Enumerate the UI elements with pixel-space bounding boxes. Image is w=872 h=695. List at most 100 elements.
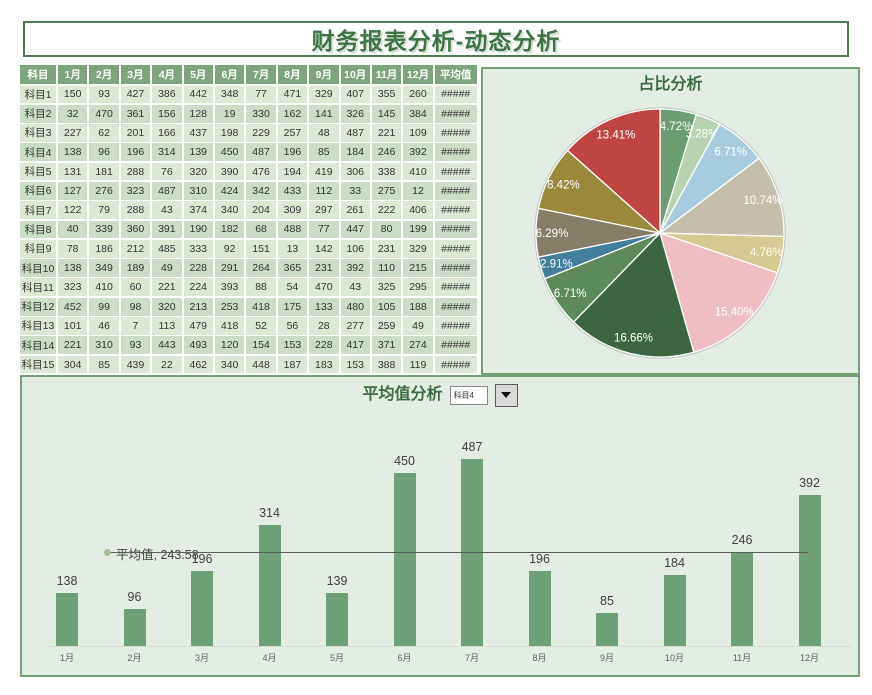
table-cell[interactable]: 88 bbox=[246, 278, 276, 297]
table-cell[interactable]: 340 bbox=[214, 355, 245, 374]
table-cell[interactable]: 77 bbox=[309, 220, 339, 239]
table-cell[interactable]: 105 bbox=[371, 297, 402, 316]
table-cell[interactable]: 447 bbox=[340, 220, 370, 239]
table-cell[interactable]: 424 bbox=[214, 181, 245, 200]
table-cell[interactable]: 139 bbox=[183, 143, 213, 162]
table-cell[interactable]: 323 bbox=[120, 181, 151, 200]
table-cell[interactable]: 43 bbox=[152, 201, 182, 220]
table-cell[interactable]: 392 bbox=[403, 143, 433, 162]
table-cell[interactable]: 418 bbox=[214, 317, 245, 335]
table-cell[interactable]: 325 bbox=[371, 278, 402, 297]
table-cell[interactable]: 329 bbox=[403, 239, 433, 258]
table-cell[interactable]: 433 bbox=[277, 181, 308, 200]
table-cell[interactable]: 480 bbox=[340, 297, 370, 316]
table-cell[interactable]: 204 bbox=[246, 201, 276, 220]
table-cell[interactable]: 141 bbox=[309, 104, 339, 123]
table-cell[interactable]: 388 bbox=[371, 355, 402, 374]
table-cell[interactable]: 43 bbox=[340, 278, 370, 297]
table-cell[interactable]: 189 bbox=[120, 259, 151, 277]
row-label[interactable]: 科目6 bbox=[20, 181, 56, 200]
row-label[interactable]: 科目4 bbox=[20, 143, 56, 162]
table-cell[interactable]: 452 bbox=[58, 297, 88, 316]
column-header[interactable]: 9月 bbox=[309, 65, 339, 84]
table-cell[interactable]: 304 bbox=[58, 355, 88, 374]
table-cell[interactable]: 120 bbox=[214, 336, 245, 355]
table-cell[interactable]: 417 bbox=[340, 336, 370, 355]
table-cell[interactable]: 122 bbox=[58, 201, 88, 220]
table-cell[interactable]: 288 bbox=[120, 162, 151, 181]
table-cell[interactable]: 138 bbox=[58, 143, 88, 162]
table-cell[interactable]: 145 bbox=[371, 104, 402, 123]
column-header[interactable]: 4月 bbox=[152, 65, 182, 84]
table-cell[interactable]: 46 bbox=[89, 317, 119, 335]
table-cell-average[interactable]: ##### bbox=[434, 201, 477, 220]
table-cell[interactable]: 348 bbox=[214, 85, 245, 104]
table-cell[interactable]: 329 bbox=[309, 85, 339, 104]
table-cell[interactable]: 487 bbox=[340, 124, 370, 142]
table-cell[interactable]: 99 bbox=[89, 297, 119, 316]
table-cell[interactable]: 224 bbox=[183, 278, 213, 297]
table-cell[interactable]: 349 bbox=[89, 259, 119, 277]
table-cell-average[interactable]: ##### bbox=[434, 162, 477, 181]
table-cell[interactable]: 392 bbox=[340, 259, 370, 277]
table-cell[interactable]: 85 bbox=[89, 355, 119, 374]
table-cell[interactable]: 365 bbox=[277, 259, 308, 277]
table-cell[interactable]: 340 bbox=[214, 201, 245, 220]
table-cell[interactable]: 418 bbox=[246, 297, 276, 316]
table-cell[interactable]: 439 bbox=[120, 355, 151, 374]
row-label[interactable]: 科目13 bbox=[20, 317, 56, 335]
column-header[interactable]: 12月 bbox=[403, 65, 433, 84]
table-cell[interactable]: 187 bbox=[277, 355, 308, 374]
table-cell[interactable]: 213 bbox=[183, 297, 213, 316]
table-cell-average[interactable]: ##### bbox=[434, 124, 477, 142]
table-cell[interactable]: 48 bbox=[309, 124, 339, 142]
table-cell[interactable]: 119 bbox=[403, 355, 433, 374]
table-cell[interactable]: 487 bbox=[246, 143, 276, 162]
table-cell-average[interactable]: ##### bbox=[434, 278, 477, 297]
column-header[interactable]: 2月 bbox=[89, 65, 119, 84]
table-cell[interactable]: 113 bbox=[152, 317, 182, 335]
table-cell[interactable]: 131 bbox=[58, 162, 88, 181]
table-cell[interactable]: 153 bbox=[277, 336, 308, 355]
table-cell[interactable]: 384 bbox=[403, 104, 433, 123]
column-header[interactable]: 10月 bbox=[340, 65, 370, 84]
row-label[interactable]: 科目1 bbox=[20, 85, 56, 104]
table-cell[interactable]: 151 bbox=[246, 239, 276, 258]
table-cell-average[interactable]: ##### bbox=[434, 143, 477, 162]
table-cell[interactable]: 199 bbox=[403, 220, 433, 239]
table-cell[interactable]: 154 bbox=[246, 336, 276, 355]
table-cell[interactable]: 110 bbox=[371, 259, 402, 277]
table-cell[interactable]: 22 bbox=[152, 355, 182, 374]
table-cell[interactable]: 78 bbox=[58, 239, 88, 258]
table-cell[interactable]: 98 bbox=[120, 297, 151, 316]
table-cell[interactable]: 150 bbox=[58, 85, 88, 104]
table-cell[interactable]: 264 bbox=[246, 259, 276, 277]
row-label[interactable]: 科目10 bbox=[20, 259, 56, 277]
table-cell[interactable]: 310 bbox=[183, 181, 213, 200]
table-cell[interactable]: 221 bbox=[152, 278, 182, 297]
table-cell[interactable]: 222 bbox=[371, 201, 402, 220]
table-cell[interactable]: 288 bbox=[120, 201, 151, 220]
table-cell-average[interactable]: ##### bbox=[434, 355, 477, 374]
table-cell[interactable]: 56 bbox=[277, 317, 308, 335]
table-cell[interactable]: 275 bbox=[371, 181, 402, 200]
table-cell[interactable]: 450 bbox=[214, 143, 245, 162]
table-cell[interactable]: 153 bbox=[340, 355, 370, 374]
table-cell[interactable]: 77 bbox=[246, 85, 276, 104]
table-cell[interactable]: 309 bbox=[277, 201, 308, 220]
table-cell[interactable]: 162 bbox=[277, 104, 308, 123]
table-cell[interactable]: 112 bbox=[309, 181, 339, 200]
table-cell[interactable]: 212 bbox=[120, 239, 151, 258]
table-cell[interactable]: 257 bbox=[277, 124, 308, 142]
table-cell[interactable]: 85 bbox=[309, 143, 339, 162]
table-cell-average[interactable]: ##### bbox=[434, 297, 477, 316]
table-cell[interactable]: 186 bbox=[89, 239, 119, 258]
table-cell[interactable]: 488 bbox=[277, 220, 308, 239]
table-cell[interactable]: 231 bbox=[371, 239, 402, 258]
table-cell[interactable]: 320 bbox=[183, 162, 213, 181]
table-cell[interactable]: 49 bbox=[403, 317, 433, 335]
table-cell[interactable]: 79 bbox=[89, 201, 119, 220]
table-cell[interactable]: 390 bbox=[214, 162, 245, 181]
table-cell[interactable]: 253 bbox=[214, 297, 245, 316]
table-cell[interactable]: 133 bbox=[309, 297, 339, 316]
